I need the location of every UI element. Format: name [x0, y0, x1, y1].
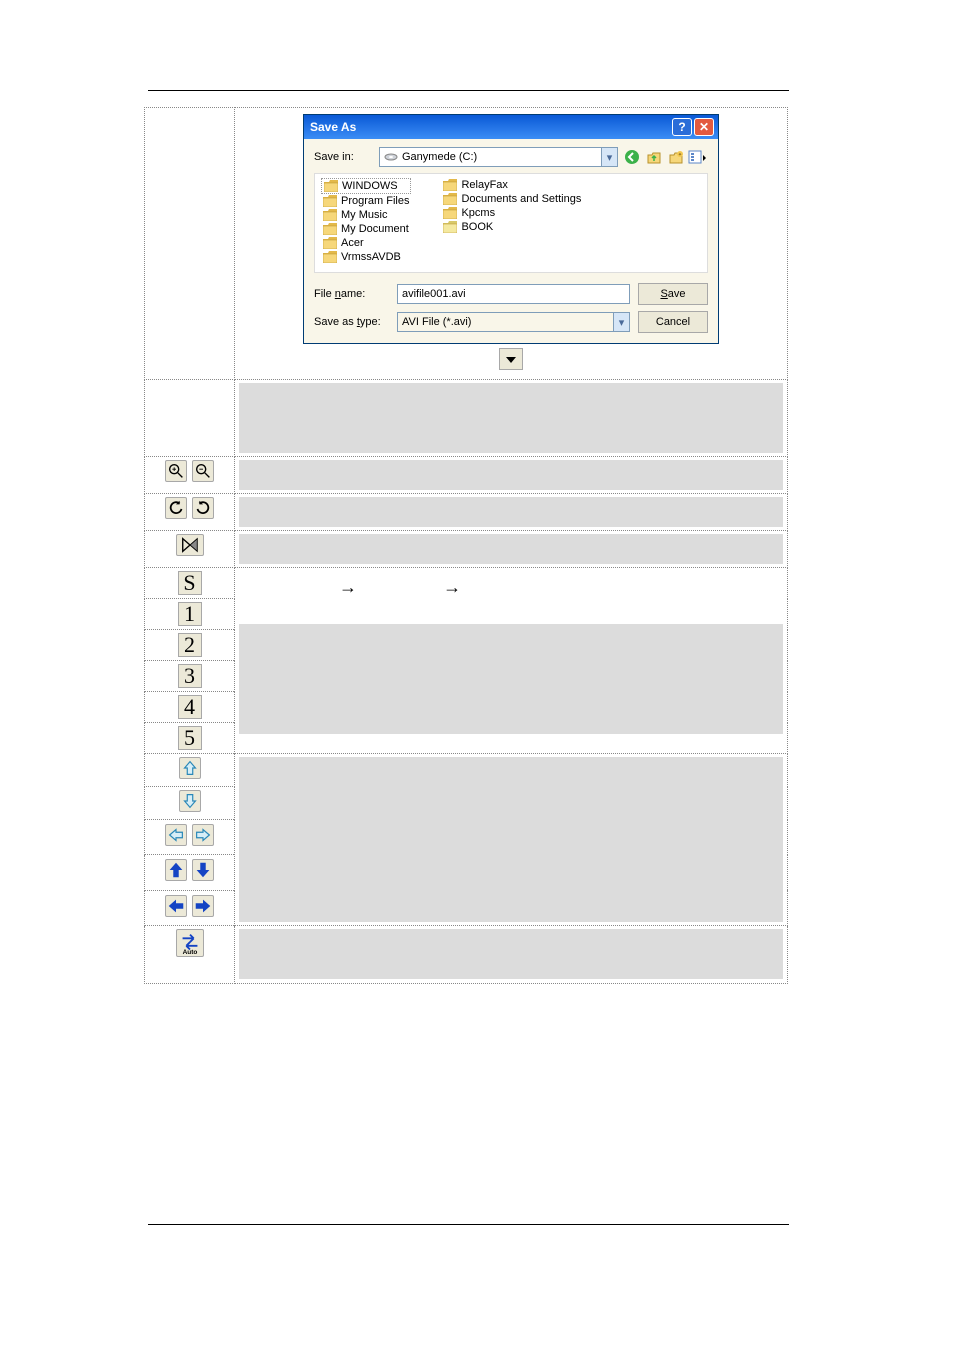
drive-icon	[384, 150, 398, 164]
svg-text:Auto: Auto	[182, 949, 197, 956]
rotate-cw-icon[interactable]	[192, 497, 214, 519]
file-item[interactable]: Documents and Settings	[441, 192, 583, 206]
file-item-label: BOOK	[461, 221, 493, 233]
file-item[interactable]: WINDOWS	[321, 178, 411, 194]
save-as-type-label: Save as type:	[314, 316, 389, 328]
playhead-icon[interactable]	[176, 534, 204, 556]
bookmark-s-button[interactable]: S	[178, 571, 202, 595]
file-item[interactable]: My Document	[321, 222, 411, 236]
file-item[interactable]: BOOK	[441, 220, 583, 234]
arrow-sequence: → →	[239, 571, 783, 604]
bookmark-2-button[interactable]: 2	[178, 633, 202, 657]
save-as-type-dropdown[interactable]: AVI File (*.avi) ▾	[397, 312, 630, 332]
bookmark-4-button[interactable]: 4	[178, 695, 202, 719]
file-item-label: Documents and Settings	[461, 193, 581, 205]
bookmark-1-button[interactable]: 1	[178, 602, 202, 626]
bookmark-5-button[interactable]: 5	[178, 726, 202, 750]
dialog-title: Save As	[310, 120, 356, 134]
arrow-up-solid-icon[interactable]	[165, 859, 187, 881]
file-item-label: Program Files	[341, 195, 409, 207]
rotate-ccw-icon[interactable]	[165, 497, 187, 519]
bookmark-3-button[interactable]: 3	[178, 664, 202, 688]
arrow-down-solid-icon[interactable]	[192, 859, 214, 881]
file-list[interactable]: WINDOWS Program Files My Music My Document A…	[314, 173, 708, 273]
file-item-label: WINDOWS	[342, 180, 398, 192]
file-item[interactable]: Program Files	[321, 194, 411, 208]
save-button[interactable]: Save	[638, 283, 708, 305]
file-item[interactable]: VrmssAVDB	[321, 250, 411, 264]
file-item[interactable]: RelayFax	[441, 178, 583, 192]
zoom-out-icon[interactable]	[192, 460, 214, 482]
file-item-label: Acer	[341, 237, 364, 249]
dropdown-button[interactable]	[499, 348, 523, 370]
arrow-right-solid-icon[interactable]	[192, 895, 214, 917]
file-name-input[interactable]	[397, 284, 630, 304]
file-item-label: My Document	[341, 223, 409, 235]
arrow-left-solid-icon[interactable]	[165, 895, 187, 917]
arrow-left-outline-icon[interactable]	[165, 824, 187, 846]
file-item-label: My Music	[341, 209, 387, 221]
back-icon[interactable]	[622, 147, 642, 167]
save-in-dropdown[interactable]: Ganymede (C:) ▾	[379, 147, 618, 167]
views-menu-icon[interactable]	[688, 147, 708, 167]
file-item-label: VrmssAVDB	[341, 251, 401, 263]
auto-icon[interactable]: Auto	[176, 929, 204, 957]
close-button[interactable]: ✕	[694, 118, 714, 136]
file-item[interactable]: Acer	[321, 236, 411, 250]
file-name-label: File name:	[314, 288, 389, 300]
svg-text:✦: ✦	[678, 152, 682, 158]
chevron-down-icon: ▾	[613, 313, 629, 331]
cancel-button[interactable]: Cancel	[638, 311, 708, 333]
save-in-value: Ganymede (C:)	[402, 151, 601, 163]
file-item-label: RelayFax	[461, 179, 507, 191]
save-as-dialog: Save As ? ✕ Save in: Ganymede (C:)	[303, 114, 719, 344]
save-in-label: Save in:	[314, 151, 379, 163]
file-item[interactable]: Kpcms	[441, 206, 583, 220]
doc-table: Save As ? ✕ Save in: Ganymede (C:)	[144, 107, 788, 984]
file-item[interactable]: My Music	[321, 208, 411, 222]
zoom-in-icon[interactable]	[165, 460, 187, 482]
up-one-level-icon[interactable]	[644, 147, 664, 167]
help-button[interactable]: ?	[672, 118, 692, 136]
new-folder-icon[interactable]: ✦	[666, 147, 686, 167]
dialog-titlebar[interactable]: Save As ? ✕	[304, 115, 718, 139]
file-item-label: Kpcms	[461, 207, 495, 219]
arrow-up-outline-icon[interactable]	[179, 757, 201, 779]
chevron-down-icon: ▾	[601, 148, 617, 166]
arrow-right-outline-icon[interactable]	[192, 824, 214, 846]
arrow-down-outline-icon[interactable]	[179, 790, 201, 812]
